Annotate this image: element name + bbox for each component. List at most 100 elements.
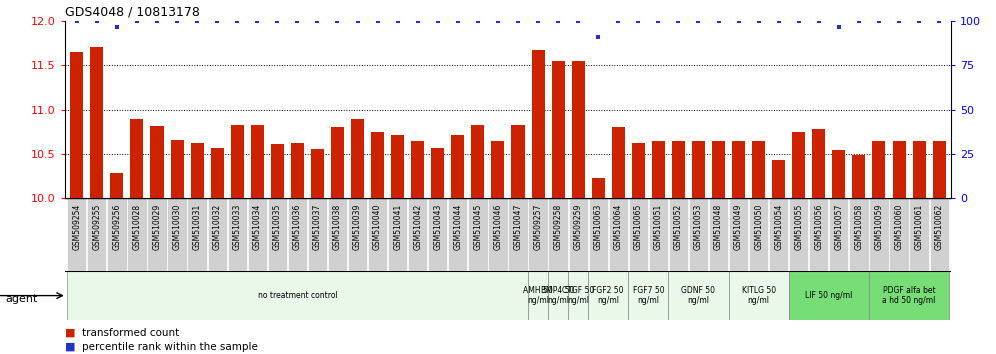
FancyBboxPatch shape (147, 198, 166, 271)
FancyBboxPatch shape (569, 198, 588, 271)
FancyBboxPatch shape (127, 198, 146, 271)
FancyBboxPatch shape (728, 271, 789, 320)
Bar (792, 132, 806, 198)
FancyBboxPatch shape (749, 198, 768, 271)
Bar (672, 141, 685, 198)
Text: GSM510060: GSM510060 (894, 204, 903, 250)
Point (470, 18, 486, 24)
Bar (752, 141, 765, 198)
FancyBboxPatch shape (248, 198, 267, 271)
Point (550, 18, 566, 24)
Text: GSM510044: GSM510044 (453, 204, 462, 250)
Text: GSM510052: GSM510052 (674, 204, 683, 250)
Bar (651, 141, 665, 198)
Text: KITLG 50
ng/ml: KITLG 50 ng/ml (742, 286, 776, 305)
Text: GSM510050: GSM510050 (754, 204, 763, 250)
Text: GSM510043: GSM510043 (433, 204, 442, 250)
FancyBboxPatch shape (67, 271, 528, 320)
Bar (631, 143, 644, 198)
Bar (491, 141, 504, 198)
Text: GSM510062: GSM510062 (934, 204, 943, 250)
Text: GSM509259: GSM509259 (574, 204, 583, 250)
FancyBboxPatch shape (388, 198, 407, 271)
Bar (912, 141, 925, 198)
Bar (130, 119, 143, 198)
FancyBboxPatch shape (769, 198, 788, 271)
Text: GSM510033: GSM510033 (233, 204, 242, 250)
Point (169, 18, 185, 24)
Point (911, 18, 927, 24)
Text: GSM510039: GSM510039 (353, 204, 362, 250)
Bar (932, 141, 945, 198)
FancyBboxPatch shape (809, 198, 829, 271)
FancyBboxPatch shape (668, 198, 688, 271)
Bar (833, 149, 846, 198)
Bar (311, 149, 324, 198)
Text: GSM510046: GSM510046 (493, 204, 502, 250)
Text: PDGF alfa bet
a hd 50 ng/ml: PDGF alfa bet a hd 50 ng/ml (882, 286, 936, 305)
Text: GSM510049: GSM510049 (734, 204, 743, 250)
Point (269, 18, 285, 24)
Bar (170, 140, 183, 198)
Bar (150, 126, 163, 198)
Text: ■: ■ (65, 328, 79, 338)
Text: BMP4 50
ng/ml: BMP4 50 ng/ml (542, 286, 575, 305)
Point (751, 18, 767, 24)
Text: GSM510048: GSM510048 (714, 204, 723, 250)
FancyBboxPatch shape (929, 198, 949, 271)
Bar (451, 135, 464, 198)
Point (650, 18, 666, 24)
FancyBboxPatch shape (549, 198, 568, 271)
FancyBboxPatch shape (729, 198, 748, 271)
Text: GSM509256: GSM509256 (113, 204, 122, 250)
Text: GSM510065: GSM510065 (633, 204, 642, 250)
FancyBboxPatch shape (508, 198, 528, 271)
Point (149, 18, 165, 24)
Bar (872, 141, 885, 198)
FancyBboxPatch shape (628, 198, 648, 271)
Point (710, 18, 726, 24)
FancyBboxPatch shape (328, 198, 348, 271)
Text: GSM510040: GSM510040 (374, 204, 382, 250)
Point (530, 18, 546, 24)
FancyBboxPatch shape (167, 198, 186, 271)
FancyBboxPatch shape (850, 198, 869, 271)
Point (831, 24, 847, 29)
FancyBboxPatch shape (308, 198, 327, 271)
Text: GSM509258: GSM509258 (554, 204, 563, 250)
Bar (532, 51, 545, 198)
FancyBboxPatch shape (830, 198, 849, 271)
Bar (111, 173, 124, 198)
Text: GSM509255: GSM509255 (93, 204, 102, 250)
Point (350, 18, 366, 24)
Bar (813, 129, 826, 198)
FancyBboxPatch shape (428, 198, 447, 271)
Bar (71, 52, 84, 198)
Bar (271, 144, 284, 198)
FancyBboxPatch shape (228, 198, 247, 271)
Text: GSM510032: GSM510032 (213, 204, 222, 250)
Text: GSM510061: GSM510061 (914, 204, 923, 250)
Bar (471, 125, 484, 198)
Point (189, 18, 205, 24)
Text: AMH 50
ng/ml: AMH 50 ng/ml (523, 286, 553, 305)
FancyBboxPatch shape (689, 198, 708, 271)
Text: GSM510057: GSM510057 (835, 204, 844, 250)
FancyBboxPatch shape (789, 198, 809, 271)
Bar (391, 135, 404, 198)
FancyBboxPatch shape (488, 198, 508, 271)
FancyBboxPatch shape (589, 271, 628, 320)
Point (851, 18, 867, 24)
Point (389, 18, 405, 24)
FancyBboxPatch shape (909, 198, 928, 271)
Point (209, 18, 225, 24)
Point (570, 18, 586, 24)
Bar (892, 141, 905, 198)
Text: GSM510051: GSM510051 (654, 204, 663, 250)
Text: ■: ■ (65, 342, 79, 352)
Text: FGF7 50
ng/ml: FGF7 50 ng/ml (632, 286, 664, 305)
Text: GSM510035: GSM510035 (273, 204, 282, 250)
Bar (853, 155, 866, 198)
Text: GSM510034: GSM510034 (253, 204, 262, 250)
FancyBboxPatch shape (67, 198, 87, 271)
